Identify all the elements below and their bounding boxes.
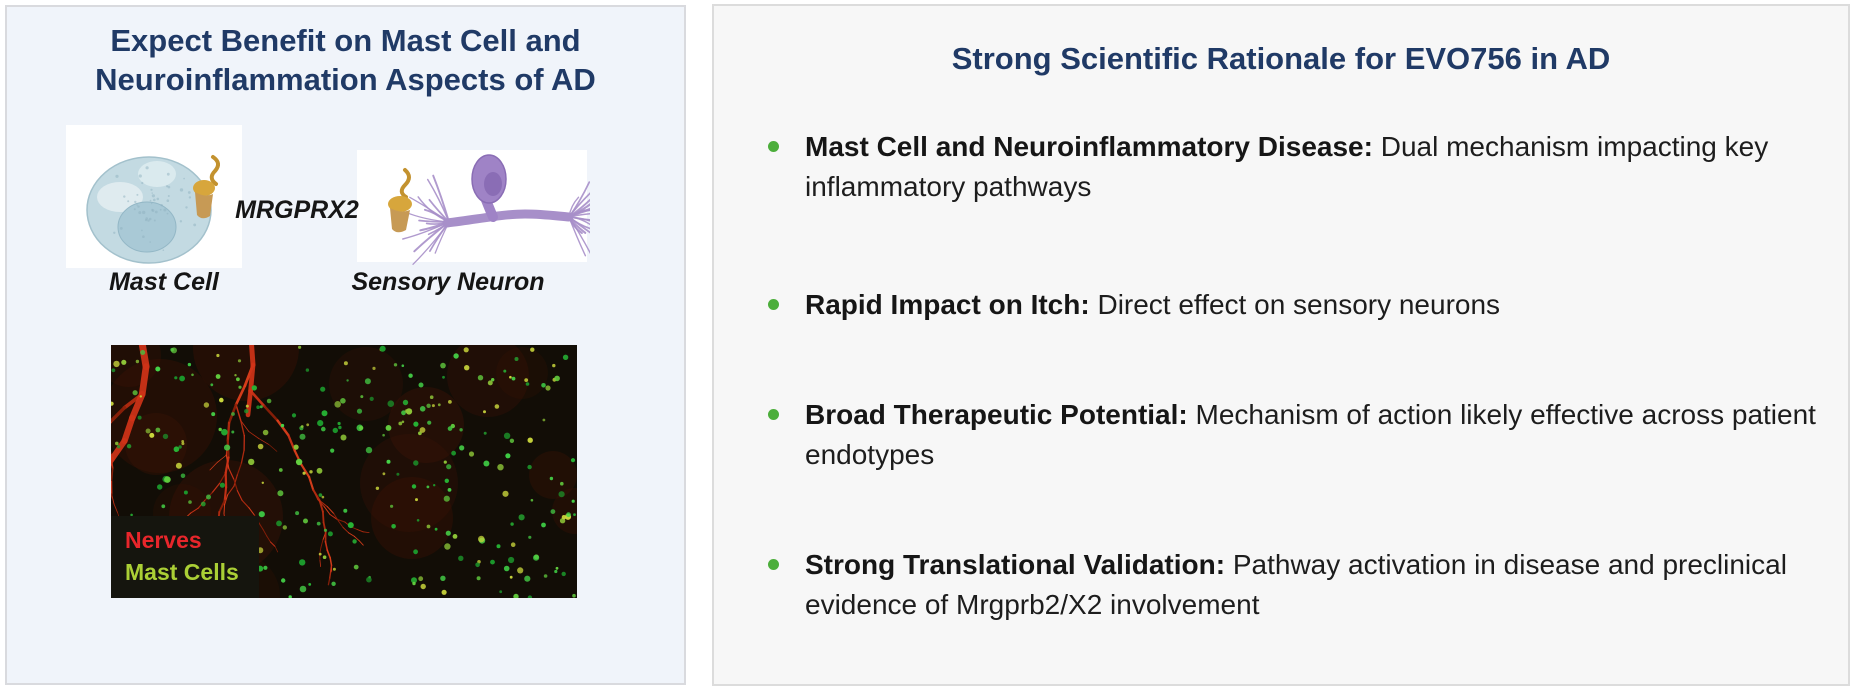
bullet-text: Mast Cell and Neuroinflammatory Disease:…: [805, 131, 1769, 202]
left-panel: Expect Benefit on Mast Cell and Neuroinf…: [5, 5, 686, 685]
bullet-marker-icon: [768, 299, 779, 310]
left-title-line2: Neuroinflammation Aspects of AD: [95, 62, 596, 97]
bullet-lead: Rapid Impact on Itch:: [805, 289, 1090, 320]
bullet-text: Rapid Impact on Itch: Direct effect on s…: [805, 289, 1501, 320]
legend-label: Mast Cells: [125, 559, 239, 585]
mast-cell-label: Mast Cell: [109, 268, 219, 296]
mechanism-illustration: MRGPRX2: [66, 125, 590, 268]
bullet-lead: Mast Cell and Neuroinflammatory Disease:: [805, 131, 1373, 162]
micrograph-legend: Nerves Mast Cells: [111, 516, 259, 598]
bullet-item: Broad Therapeutic Potential: Mechanism o…: [768, 395, 1828, 475]
bullet-marker-icon: [768, 559, 779, 570]
sensory-neuron-art: [388, 154, 590, 265]
bullet-lead: Strong Translational Validation:: [805, 549, 1226, 580]
micrograph-image: Nerves Mast Cells: [111, 345, 577, 598]
sensory-neuron-label: Sensory Neuron: [351, 268, 545, 296]
bullet-item: Strong Translational Validation: Pathway…: [768, 545, 1828, 625]
right-panel: Strong Scientific Rationale for EVO756 i…: [712, 4, 1850, 686]
mast-cell-receptor-icon: [193, 155, 220, 219]
receptor-label: MRGPRX2: [235, 196, 359, 224]
left-title-line1: Expect Benefit on Mast Cell and: [110, 23, 581, 58]
legend-label: Nerves: [125, 527, 202, 553]
bullet-text: Strong Translational Validation: Pathway…: [805, 549, 1787, 620]
neuron-receptor-icon: [388, 168, 412, 233]
right-panel-title: Strong Scientific Rationale for EVO756 i…: [951, 41, 1611, 76]
bullet-marker-icon: [768, 141, 779, 152]
bullet-marker-icon: [768, 409, 779, 420]
bullet-lead: Broad Therapeutic Potential:: [805, 399, 1188, 430]
mast-cell-art: [86, 155, 220, 264]
bullet-item: Mast Cell and Neuroinflammatory Disease:…: [768, 127, 1828, 207]
left-panel-title: Expect Benefit on Mast Cell and Neuroinf…: [17, 21, 674, 99]
bullet-text: Broad Therapeutic Potential: Mechanism o…: [805, 399, 1816, 470]
bullet-item: Rapid Impact on Itch: Direct effect on s…: [768, 285, 1828, 325]
